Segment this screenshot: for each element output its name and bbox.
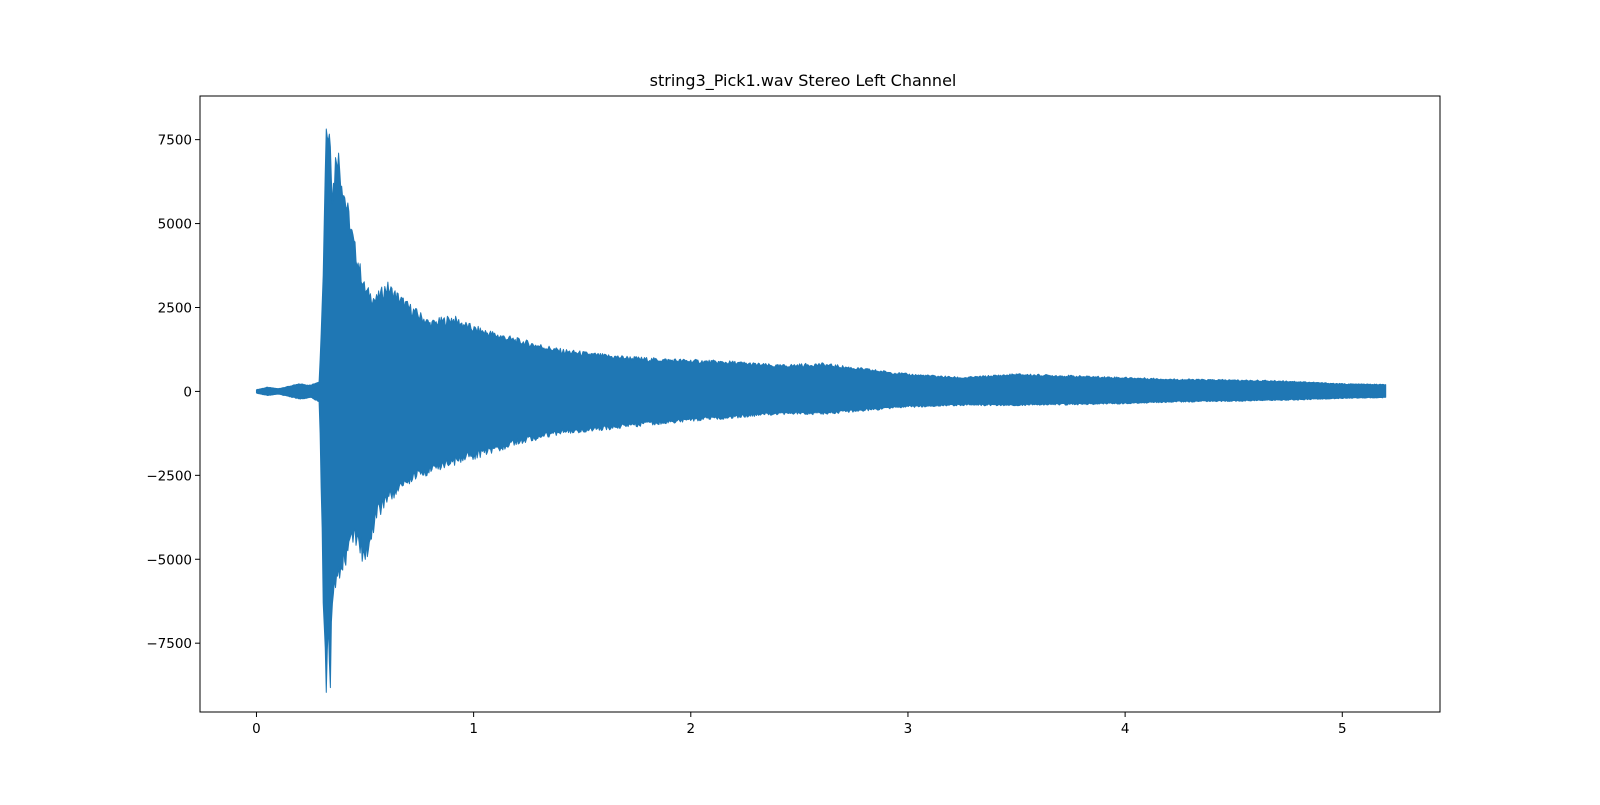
y-tick-label: 2500 [158, 300, 192, 316]
y-tick-label: 7500 [158, 133, 192, 149]
x-axis: 0 1 2 3 4 5 [252, 712, 1347, 737]
y-tick-label: −7500 [146, 636, 192, 652]
x-tick-label: 4 [1121, 721, 1130, 737]
y-tick-label: −2500 [146, 468, 192, 484]
x-tick-label: 0 [252, 721, 261, 737]
y-axis: 7500 5000 2500 0 −2500 −5000 −7500 [146, 133, 200, 652]
x-tick-label: 1 [469, 721, 478, 737]
waveform-series-0 [255, 128, 1387, 693]
y-tick-label: 5000 [158, 217, 192, 233]
x-tick-label: 2 [686, 721, 695, 737]
chart-title: string3_Pick1.wav Stereo Left Channel [650, 71, 957, 91]
x-tick-label: 3 [904, 721, 913, 737]
y-tick-label: −5000 [146, 552, 192, 568]
y-tick-label: 0 [183, 384, 192, 400]
chart-marks [255, 128, 1387, 693]
plot-frame [199, 95, 1441, 713]
x-tick-label: 5 [1338, 721, 1347, 737]
